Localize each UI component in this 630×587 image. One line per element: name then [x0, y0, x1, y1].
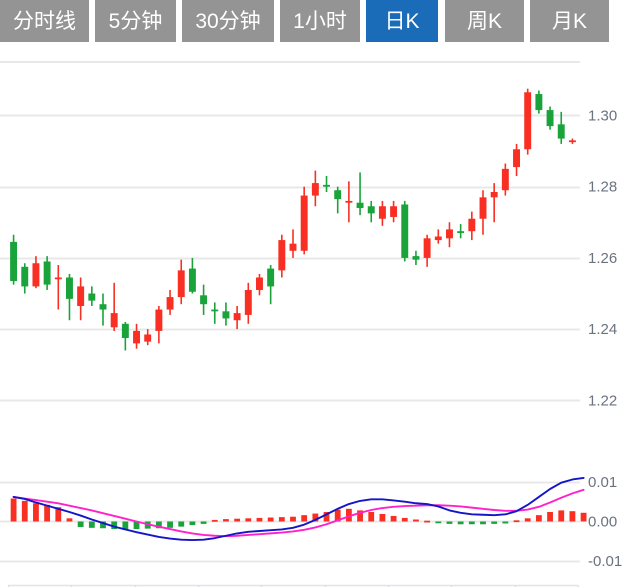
svg-text:1.24: 1.24 [588, 321, 617, 338]
tab-daily[interactable]: 日K [366, 0, 438, 42]
svg-text:1.22: 1.22 [588, 392, 617, 409]
candlestick-macd-chart[interactable]: 1.30 1.28 1.26 1.24 1.22 0.01 0.00 -0.01 [0, 48, 630, 587]
tab-weekly-label: 周K [466, 9, 502, 33]
tab-5min-label: 5分钟 [108, 9, 163, 33]
tab-30min[interactable]: 30分钟 [182, 0, 274, 42]
svg-text:1.26: 1.26 [588, 250, 617, 267]
price-axis-labels: 1.30 1.28 1.26 1.24 1.22 [588, 107, 617, 409]
tab-daily-label: 日K [384, 9, 420, 33]
tab-1hour-label: 1小时 [293, 9, 347, 33]
macd-dif-line [12, 476, 585, 542]
macd-histogram [10, 498, 587, 530]
period-tab-bar: 分时线 5分钟 30分钟 1小时 日K 周K 月K [0, 0, 630, 48]
tab-monthly[interactable]: 月K [530, 0, 609, 42]
tab-1hour[interactable]: 1小时 [280, 0, 360, 42]
svg-text:0.00: 0.00 [588, 513, 617, 530]
svg-text:1.28: 1.28 [588, 179, 617, 196]
svg-text:-0.01: -0.01 [588, 553, 622, 570]
price-gridlines [0, 61, 580, 402]
tab-timeline-label: 分时线 [13, 9, 76, 33]
macd-axis-labels: 0.01 0.00 -0.01 [588, 474, 622, 570]
tab-weekly[interactable]: 周K [445, 0, 524, 42]
chart-area[interactable]: 1.30 1.28 1.26 1.24 1.22 0.01 0.00 -0.01 [0, 48, 630, 587]
tab-timeline[interactable]: 分时线 [0, 0, 89, 42]
tab-5min[interactable]: 5分钟 [95, 0, 176, 42]
tab-30min-label: 30分钟 [195, 9, 261, 33]
candlestick-series [10, 88, 576, 351]
svg-text:1.30: 1.30 [588, 107, 617, 124]
tab-monthly-label: 月K [551, 9, 587, 33]
svg-text:0.01: 0.01 [588, 474, 617, 491]
macd-dea-line [12, 488, 585, 538]
